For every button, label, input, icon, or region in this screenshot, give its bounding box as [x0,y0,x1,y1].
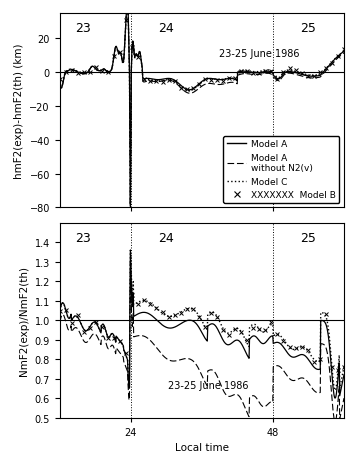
Text: 23-25 June 1986: 23-25 June 1986 [219,49,299,58]
Text: 24: 24 [158,231,174,244]
Text: 23-25 June 1986: 23-25 June 1986 [168,381,248,391]
Text: 24: 24 [158,22,174,35]
Y-axis label: NmF2(exp)/NmF2(th): NmF2(exp)/NmF2(th) [19,266,29,375]
Legend: Model A, Model A
without N2(v), Model C, XXXXXXX  Model B: Model A, Model A without N2(v), Model C,… [223,136,339,203]
Text: 23: 23 [75,22,91,35]
Text: 23: 23 [75,231,91,244]
Y-axis label: hmF2(exp)-hmF2(th) (km): hmF2(exp)-hmF2(th) (km) [14,43,24,179]
Text: 25: 25 [300,231,316,244]
X-axis label: Local time: Local time [175,442,229,452]
Text: 25: 25 [300,22,316,35]
